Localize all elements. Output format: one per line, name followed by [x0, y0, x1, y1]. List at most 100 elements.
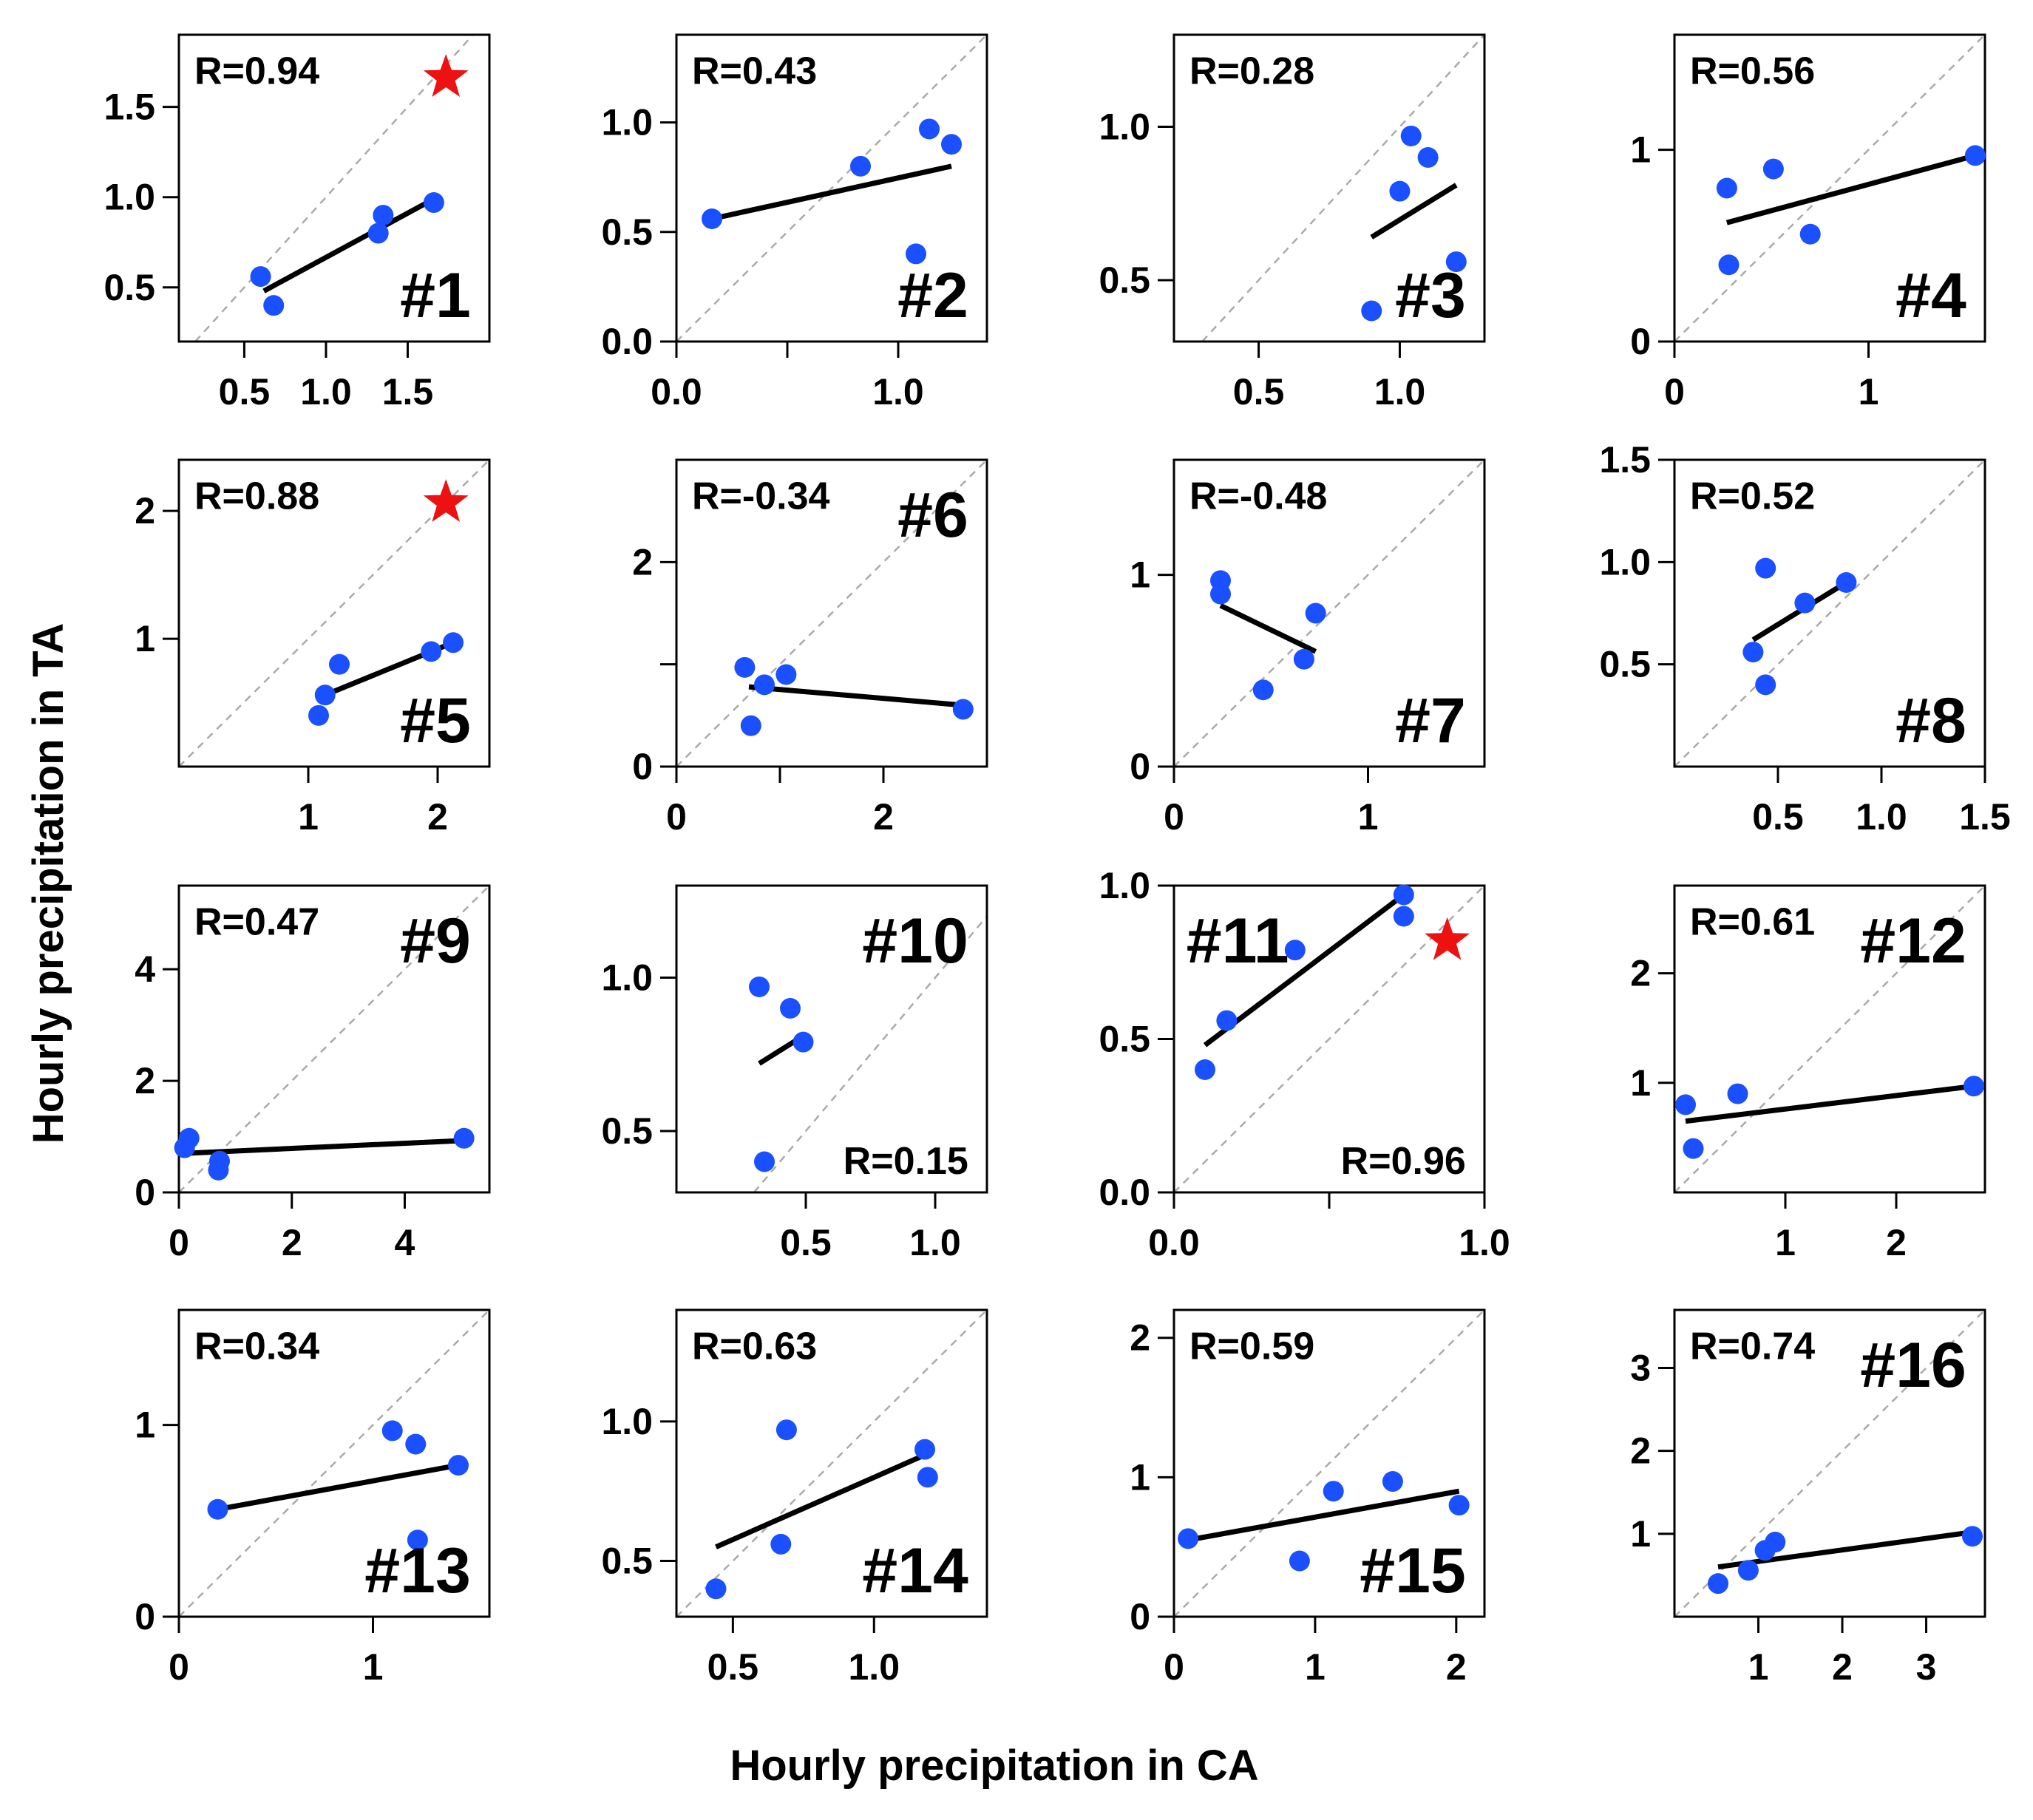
y-tick-label: 1.0 — [601, 102, 653, 143]
panels-grid: 0.5 1.0 1.5 0.5 1.0 1.5 R=0.94 #1 0.0 1.0 0.0 0.5 1.… — [103, 33, 2011, 1688]
y-tick-label: 0.5 — [1599, 644, 1651, 685]
y-tick-label: 1.0 — [1099, 106, 1150, 148]
x-tick-label: 1.0 — [909, 1222, 961, 1263]
diagonal-line — [1674, 886, 1985, 1192]
data-point — [1393, 906, 1414, 927]
panel-number: #2 — [897, 260, 968, 331]
data-point — [754, 674, 775, 696]
y-tick-label: 2 — [135, 1060, 155, 1101]
r-label: R=0.52 — [1690, 475, 1815, 517]
x-tick-label: 0.5 — [780, 1222, 832, 1263]
plot-frame — [675, 458, 988, 768]
fit-line — [1370, 183, 1458, 240]
x-tick-label: 0.0 — [1148, 1222, 1200, 1263]
panel-8: 0.5 1.0 1.5 0.5 1.0 1.5 R=0.52 #8 — [1599, 439, 2010, 838]
plot-frame — [1673, 458, 1986, 768]
data-point — [1210, 583, 1231, 605]
diagonal-line — [753, 915, 987, 1192]
diagonal-line — [179, 1310, 489, 1617]
panel-number: #4 — [1895, 260, 1966, 331]
data-point — [1305, 602, 1326, 624]
data-point — [1765, 1532, 1786, 1553]
r-label: R=0.15 — [844, 1140, 968, 1183]
panel-9: 0 2 4 0 2 4 R=0.47 #9 — [135, 884, 491, 1263]
x-tick-label: 0.0 — [651, 371, 702, 412]
data-point — [1293, 648, 1314, 670]
x-tick-label: 1.0 — [1856, 796, 1907, 838]
panel-number: #13 — [364, 1535, 471, 1606]
x-tick-label: 2 — [1832, 1646, 1853, 1688]
data-point — [1289, 1550, 1310, 1572]
r-label: R=0.28 — [1189, 50, 1314, 92]
plot-frame — [1673, 33, 1986, 343]
plot-frame — [675, 33, 988, 343]
fit-line — [262, 197, 435, 293]
plot-frame — [675, 1308, 988, 1618]
plot-frame — [1673, 884, 1986, 1194]
x-tick-label: 0 — [169, 1646, 189, 1688]
y-axis-title: Hourly precipitation in TA — [24, 623, 72, 1144]
x-tick-label: 1 — [1305, 1646, 1326, 1688]
star-icon — [423, 479, 469, 522]
x-tick-label: 0 — [1664, 371, 1685, 412]
panel-number: #7 — [1395, 685, 1466, 756]
data-point — [1445, 251, 1467, 273]
r-label: R=0.94 — [194, 50, 319, 92]
x-tick-label: 2 — [873, 796, 894, 838]
data-point — [952, 699, 974, 720]
r-label: R=-0.34 — [692, 475, 830, 517]
y-tick-label: 0.0 — [1099, 1172, 1150, 1213]
r-label: R=0.74 — [1690, 1325, 1815, 1368]
data-point — [1417, 147, 1439, 168]
y-tick-label: 0 — [632, 746, 653, 787]
x-tick-label: 2 — [427, 796, 448, 838]
data-point — [775, 664, 797, 685]
y-tick-label: 1 — [1630, 129, 1651, 171]
data-point — [453, 1127, 475, 1149]
data-point — [705, 1578, 727, 1600]
y-tick-label: 0.5 — [601, 1541, 653, 1582]
diagonal-line — [1201, 35, 1484, 342]
y-tick-label: 0.5 — [601, 1110, 653, 1152]
data-point — [1716, 177, 1737, 199]
data-point — [1393, 884, 1414, 906]
plot-frame — [177, 458, 491, 768]
data-point — [906, 243, 926, 265]
data-point — [443, 632, 464, 653]
data-point — [1742, 642, 1764, 663]
x-tick-label: 1 — [363, 1646, 384, 1688]
panel-15: 0 1 2 0 1 2 R=0.59 #15 — [1130, 1308, 1486, 1688]
panel-7: 0 1 0 1 R=-0.48 #7 — [1130, 458, 1486, 838]
data-point — [308, 704, 329, 726]
data-point — [1448, 1495, 1470, 1516]
panel-number: #5 — [400, 685, 471, 756]
x-tick-label: 1.5 — [382, 371, 434, 412]
panel-16: 1 2 3 1 2 3 R=0.74 #16 — [1630, 1308, 1986, 1688]
x-tick-label: 0 — [666, 796, 687, 838]
panel-12: 1 2 1 2 R=0.61 #12 — [1630, 884, 1986, 1263]
y-tick-label: 1.0 — [601, 957, 653, 999]
data-point — [1755, 674, 1776, 696]
y-tick-label: 4 — [135, 948, 155, 990]
diagonal-line — [1174, 460, 1484, 767]
y-tick-label: 1 — [135, 618, 155, 659]
y-tick-label: 2 — [1630, 953, 1651, 994]
data-point — [1794, 592, 1816, 614]
y-tick-label: 2 — [1630, 1430, 1651, 1472]
data-point — [381, 1420, 403, 1442]
fit-line — [1203, 892, 1405, 1047]
data-point — [1737, 1560, 1759, 1581]
diagonal-line — [676, 460, 987, 767]
star-icon — [1425, 917, 1470, 960]
panel-number: #14 — [862, 1535, 968, 1606]
data-point — [775, 1419, 797, 1441]
plot-frame — [177, 884, 491, 1194]
data-point — [1382, 1471, 1403, 1493]
data-point — [754, 1151, 775, 1172]
x-tick-label: 1 — [1775, 1222, 1796, 1263]
y-tick-label: 1.0 — [601, 1401, 653, 1442]
x-tick-label: 1.0 — [1374, 371, 1426, 412]
data-point — [1755, 557, 1776, 579]
x-tick-label: 1.0 — [872, 371, 924, 412]
diagonal-line — [676, 1310, 987, 1617]
